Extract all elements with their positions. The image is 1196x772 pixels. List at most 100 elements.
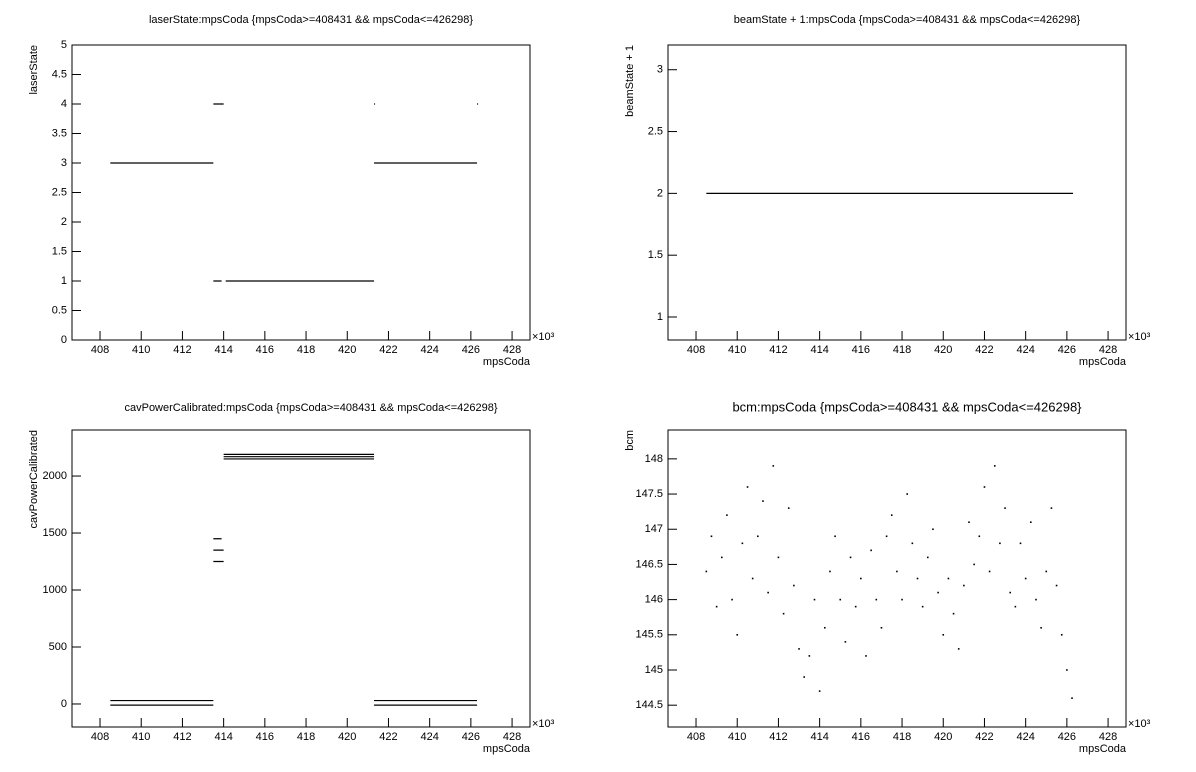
y-tick-label: 1000 bbox=[43, 584, 67, 596]
data-point bbox=[896, 570, 898, 573]
data-point bbox=[777, 556, 780, 559]
x-exponent: ×10³ bbox=[532, 718, 555, 730]
data-point bbox=[787, 507, 790, 509]
data-point bbox=[1071, 697, 1073, 699]
y-tick-label: 2.5 bbox=[52, 186, 67, 198]
x-tick-label: 424 bbox=[1016, 731, 1034, 743]
y-tick-label: 146 bbox=[645, 594, 663, 606]
data-point bbox=[1009, 591, 1012, 594]
y-tick-label: 2 bbox=[61, 216, 67, 228]
x-axis-label: mpsCoda bbox=[483, 356, 531, 368]
y-tick-label: 1.5 bbox=[52, 245, 67, 257]
data-line bbox=[110, 453, 478, 706]
x-tick-label: 426 bbox=[1058, 344, 1076, 356]
data-point bbox=[813, 598, 816, 601]
data-point bbox=[947, 577, 950, 580]
data-point bbox=[1040, 626, 1042, 629]
data-point bbox=[1050, 507, 1053, 509]
data-point bbox=[767, 591, 769, 594]
data-point bbox=[793, 584, 795, 587]
y-tick-label: 145.5 bbox=[635, 629, 663, 641]
data-point bbox=[1004, 507, 1006, 509]
y-tick-label: 0 bbox=[61, 698, 67, 710]
y-tick-label: 5 bbox=[61, 39, 67, 51]
data-point bbox=[1014, 605, 1017, 608]
y-tick-label: 3 bbox=[61, 157, 67, 169]
data-point bbox=[1024, 577, 1027, 580]
x-tick-label: 410 bbox=[132, 731, 150, 743]
data-point bbox=[1019, 542, 1022, 545]
data-point bbox=[911, 542, 914, 545]
data-point bbox=[978, 535, 981, 538]
chart-title: beamState + 1:mpsCoda {mpsCoda>=408431 &… bbox=[734, 14, 1081, 26]
x-tick-label: 414 bbox=[214, 344, 232, 356]
x-tick-label: 408 bbox=[91, 731, 109, 743]
x-tick-label: 408 bbox=[91, 344, 109, 356]
y-axis-label: bcm bbox=[624, 430, 636, 451]
data-point bbox=[957, 648, 960, 650]
data-point bbox=[1030, 521, 1032, 523]
data-point bbox=[844, 641, 847, 643]
data-point bbox=[968, 521, 970, 523]
x-tick-label: 428 bbox=[503, 731, 521, 743]
x-axis-label: mpsCoda bbox=[1079, 743, 1127, 755]
data-point bbox=[798, 648, 800, 650]
x-tick-label: 416 bbox=[852, 344, 870, 356]
x-tick-label: 424 bbox=[420, 731, 438, 743]
data-point bbox=[1055, 584, 1058, 587]
x-tick-label: 424 bbox=[420, 344, 438, 356]
x-tick-label: 428 bbox=[1099, 344, 1117, 356]
x-axis-label: mpsCoda bbox=[483, 743, 531, 755]
data-point bbox=[901, 598, 903, 601]
data-point bbox=[834, 535, 836, 538]
x-tick-label: 414 bbox=[810, 731, 828, 743]
y-tick-label: 3 bbox=[657, 64, 663, 76]
data-line bbox=[110, 103, 479, 282]
data-point bbox=[839, 598, 842, 601]
data-point bbox=[746, 486, 749, 488]
y-tick-label: 2 bbox=[657, 187, 663, 199]
data-point bbox=[741, 542, 744, 545]
y-tick-label: 1 bbox=[61, 275, 67, 287]
data-point bbox=[865, 655, 867, 657]
data-point bbox=[870, 549, 872, 552]
y-tick-label: 146.5 bbox=[635, 558, 663, 570]
y-tick-label: 500 bbox=[49, 641, 67, 653]
data-point bbox=[1066, 669, 1068, 671]
x-tick-label: 418 bbox=[893, 344, 911, 356]
data-point bbox=[710, 535, 713, 538]
data-point bbox=[1035, 598, 1037, 601]
data-point bbox=[715, 605, 718, 608]
data-point bbox=[875, 598, 878, 601]
x-tick-label: 412 bbox=[769, 731, 787, 743]
x-exponent: ×10³ bbox=[532, 331, 555, 343]
data-point bbox=[885, 535, 888, 538]
x-tick-label: 412 bbox=[769, 344, 787, 356]
x-exponent: ×10³ bbox=[1128, 331, 1151, 343]
y-tick-label: 1 bbox=[657, 311, 663, 323]
x-tick-label: 420 bbox=[934, 344, 952, 356]
data-point bbox=[993, 465, 996, 467]
x-tick-label: 408 bbox=[687, 344, 705, 356]
x-tick-label: 422 bbox=[379, 731, 397, 743]
x-tick-label: 422 bbox=[975, 731, 993, 743]
x-tick-label: 414 bbox=[810, 344, 828, 356]
data-point bbox=[927, 556, 929, 559]
y-tick-label: 148 bbox=[645, 453, 663, 465]
data-point bbox=[762, 500, 764, 502]
data-point bbox=[808, 655, 811, 657]
x-tick-label: 416 bbox=[256, 344, 274, 356]
data-point bbox=[823, 626, 826, 629]
x-tick-label: 426 bbox=[462, 731, 480, 743]
x-axis-label: mpsCoda bbox=[1079, 356, 1127, 368]
y-tick-label: 145 bbox=[645, 664, 663, 676]
x-tick-label: 424 bbox=[1016, 344, 1034, 356]
data-point bbox=[782, 612, 785, 615]
data-point bbox=[921, 605, 924, 608]
data-point bbox=[973, 563, 975, 566]
data-point bbox=[932, 528, 934, 531]
y-tick-label: 0.5 bbox=[52, 304, 67, 316]
data-point bbox=[757, 535, 759, 538]
x-tick-label: 420 bbox=[934, 731, 952, 743]
